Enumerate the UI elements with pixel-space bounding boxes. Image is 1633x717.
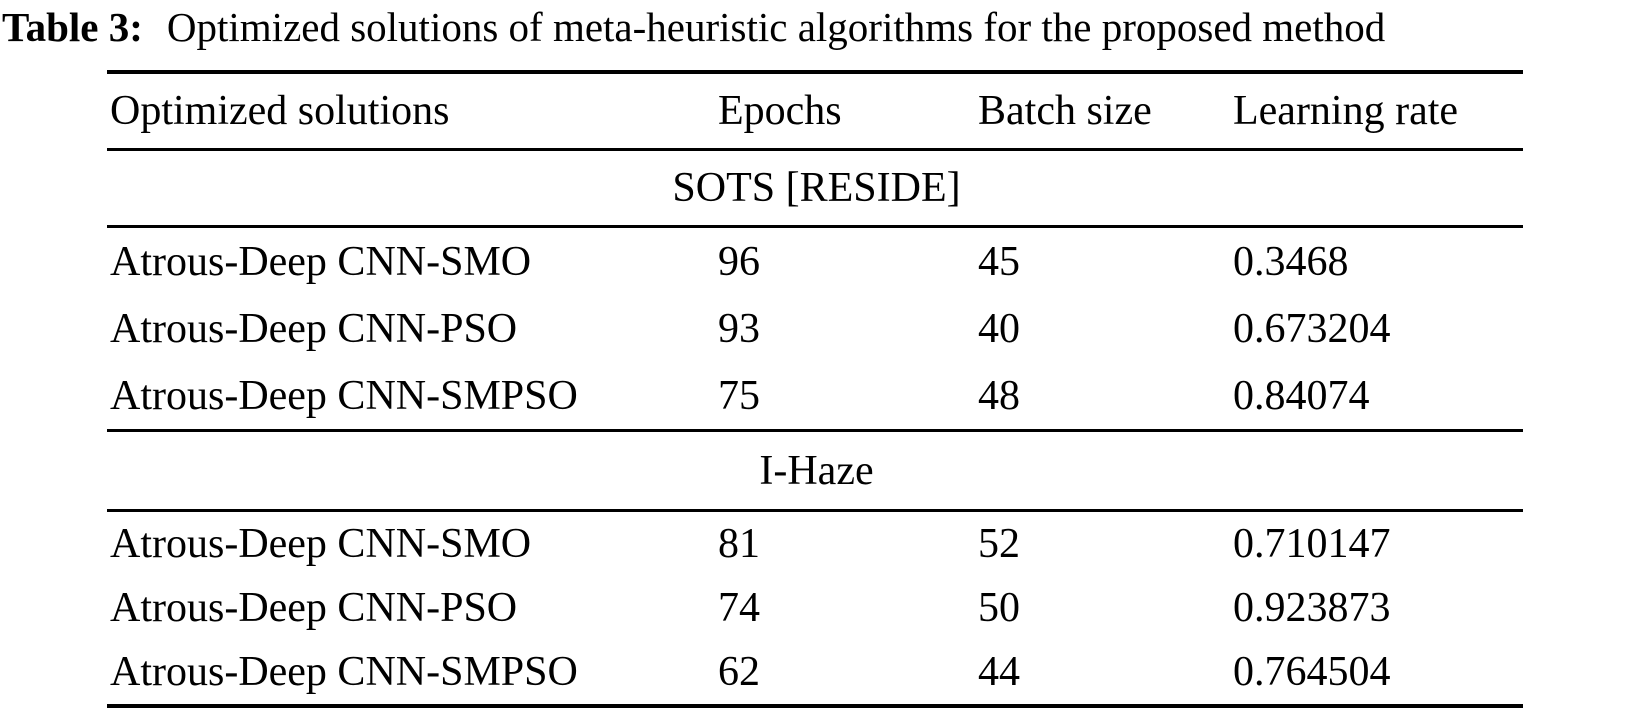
cell-epochs: 93	[718, 305, 760, 352]
cell-learning-rate: 0.710147	[1233, 521, 1391, 567]
cell-epochs: 75	[715, 362, 975, 432]
column-header-batch-size: Batch size	[975, 70, 1230, 151]
table-row-sots-smpso: Atrous-Deep CNN-SMPSO 75 48 0.84074	[107, 362, 1523, 432]
section-header-i-haze: I-Haze	[107, 430, 1523, 512]
column-header-epochs: Epochs	[715, 70, 975, 151]
cell-solution: Atrous-Deep CNN-SMO	[110, 238, 532, 285]
column-header-optimized-solutions: Optimized solutions	[107, 70, 715, 151]
cell-solution: Atrous-Deep CNN-PSO	[110, 585, 518, 631]
cell-solution: Atrous-Deep CNN-SMO	[110, 521, 532, 567]
cell-epochs: 74	[718, 585, 760, 631]
cell-epochs: 81	[718, 521, 760, 567]
table-row-sots-smo: Atrous-Deep CNN-SMO 96 45 0.3468	[107, 227, 1523, 296]
cell-learning-rate: 0.764504	[1230, 640, 1523, 708]
column-header-learning-rate: Learning rate	[1230, 70, 1523, 151]
cell-learning-rate: 0.84074	[1230, 362, 1523, 432]
cell-batch-size: 50	[978, 585, 1020, 631]
cell-batch-size: 48	[975, 362, 1230, 432]
cell-batch-size: 45	[978, 238, 1020, 285]
cell-epochs: 96	[718, 238, 760, 285]
cell-epochs: 62	[715, 640, 975, 708]
section-header-label: SOTS [RESIDE]	[107, 149, 1523, 228]
table-caption: Table 3: Optimized solutions of meta-heur…	[2, 2, 1633, 53]
cell-solution: Atrous-Deep CNN-SMPSO	[107, 640, 715, 708]
table-row-sots-pso: Atrous-Deep CNN-PSO 93 40 0.673204	[107, 295, 1523, 362]
cell-solution: Atrous-Deep CNN-SMPSO	[107, 362, 715, 432]
cell-learning-rate: 0.3468	[1233, 238, 1349, 285]
table-header-row: Optimized solutions Epochs Batch size Le…	[107, 70, 1523, 151]
table-caption-label: Table 3:	[2, 4, 143, 50]
cell-learning-rate: 0.673204	[1233, 305, 1391, 352]
cell-solution: Atrous-Deep CNN-PSO	[110, 305, 518, 352]
cell-batch-size: 52	[978, 521, 1020, 567]
cell-learning-rate: 0.923873	[1233, 585, 1391, 631]
table-row-ihaze-smo: Atrous-Deep CNN-SMO 81 52 0.710147	[107, 511, 1523, 577]
cell-batch-size: 44	[975, 640, 1230, 708]
section-header-label: I-Haze	[107, 430, 1523, 512]
optimized-solutions-table: Optimized solutions Epochs Batch size Le…	[107, 70, 1523, 708]
table-row-ihaze-pso: Atrous-Deep CNN-PSO 74 50 0.923873	[107, 576, 1523, 640]
section-header-sots-reside: SOTS [RESIDE]	[107, 149, 1523, 228]
table-caption-text: Optimized solutions of meta-heuristic al…	[166, 4, 1386, 50]
cell-batch-size: 40	[978, 305, 1020, 352]
table-row-ihaze-smpso: Atrous-Deep CNN-SMPSO 62 44 0.764504	[107, 640, 1523, 708]
